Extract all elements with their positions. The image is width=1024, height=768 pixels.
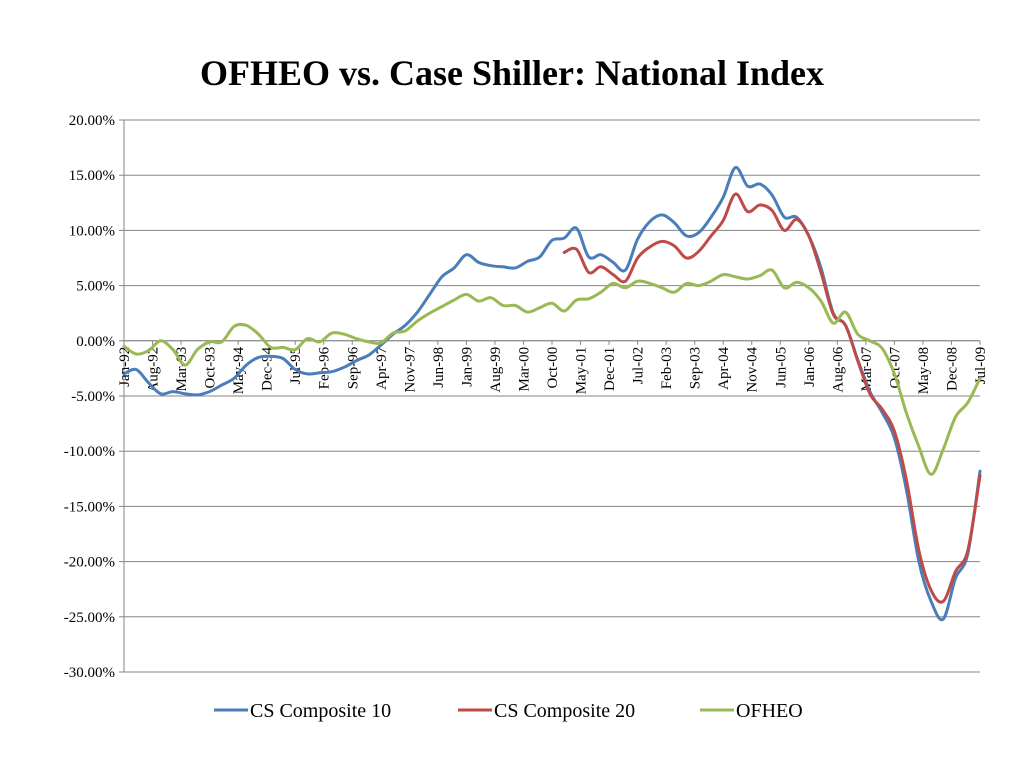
x-tick-label: Jul-02 (631, 347, 647, 385)
x-tick-label: Dec-94 (260, 346, 276, 391)
y-tick-label: 10.00% (69, 223, 115, 239)
x-tick-label: Jan-92 (117, 347, 133, 387)
series-lines (122, 166, 982, 622)
x-tick-label: Aug-92 (146, 347, 162, 393)
x-tick-label: Jan-99 (459, 347, 475, 387)
x-tick-label: Aug-99 (488, 347, 504, 393)
x-tick-label: Apr-97 (374, 346, 390, 390)
x-tick-label: Nov-97 (402, 346, 418, 392)
y-tick-label: -20.00% (64, 555, 115, 571)
y-tick-label: -25.00% (64, 610, 115, 626)
x-tick-label: May-08 (916, 347, 932, 395)
legend-label: CS Composite 10 (250, 700, 391, 722)
gridlines (124, 119, 980, 673)
series-line-ofheo (122, 268, 982, 476)
y-tick-label: -5.00% (71, 389, 115, 405)
x-tick-label: Jul-95 (288, 347, 304, 385)
y-tick-label: -15.00% (64, 499, 115, 515)
legend-label: CS Composite 20 (494, 700, 635, 722)
x-tick-label: Jan-06 (802, 346, 818, 386)
x-tick-labels: Jan-92 Aug-92 Mar-93 Oct-93 May-94 Dec-94 Jul-… (117, 346, 989, 394)
x-tick-label: Dec-01 (602, 347, 618, 391)
y-tick-label: 15.00% (69, 168, 115, 184)
y-tick-label: 0.00% (76, 334, 115, 350)
x-tick-label: Feb-03 (659, 347, 675, 390)
x-tick-label: Dec-08 (944, 347, 960, 391)
x-tick-label: May-94 (231, 346, 247, 394)
y-tick-label: 20.00% (69, 113, 115, 129)
x-tick-label: Jun-05 (773, 347, 789, 388)
x-tick-label: Jun-98 (431, 347, 447, 388)
x-tick-label: Aug-06 (830, 346, 846, 392)
x-tick-label: May-01 (574, 347, 590, 395)
y-tick-label: -10.00% (64, 444, 115, 460)
x-tick-label: Oct-93 (203, 347, 219, 389)
x-tick-label: Mar-00 (516, 347, 532, 392)
legend-item-cs-composite-20: CS Composite 20 (458, 700, 635, 722)
x-tick-label: Jul-09 (973, 347, 989, 385)
y-tick-label: -30.00% (64, 665, 115, 681)
chart-title: OFHEO vs. Case Shiller: National Index (199, 53, 825, 93)
legend-label: OFHEO (736, 700, 803, 722)
series-line-cs-composite-10 (122, 166, 982, 622)
y-tick-labels: 20.00% 15.00% 10.00% 5.00% 0.00% -5.00% -10.00… (64, 113, 115, 681)
x-tick-label: Sep-96 (345, 346, 361, 389)
series-line-cs-composite-20 (562, 192, 982, 604)
x-tick-label: Sep-03 (688, 347, 704, 390)
x-tick-label: Oct-00 (545, 347, 561, 389)
y-tick-label: 5.00% (76, 279, 115, 295)
axes (119, 119, 981, 673)
x-tick-label: Nov-04 (745, 346, 761, 392)
legend-item-cs-composite-10: CS Composite 10 (214, 700, 391, 722)
x-tick-label: Oct-07 (887, 346, 903, 388)
x-tick-label: Apr-04 (716, 346, 732, 390)
legend-item-ofheo: OFHEO (700, 700, 803, 722)
legend: CS Composite 10 CS Composite 20 OFHEO (214, 700, 803, 722)
x-tick-label: Mar-07 (859, 346, 875, 391)
x-tick-label: Feb-96 (317, 346, 333, 389)
